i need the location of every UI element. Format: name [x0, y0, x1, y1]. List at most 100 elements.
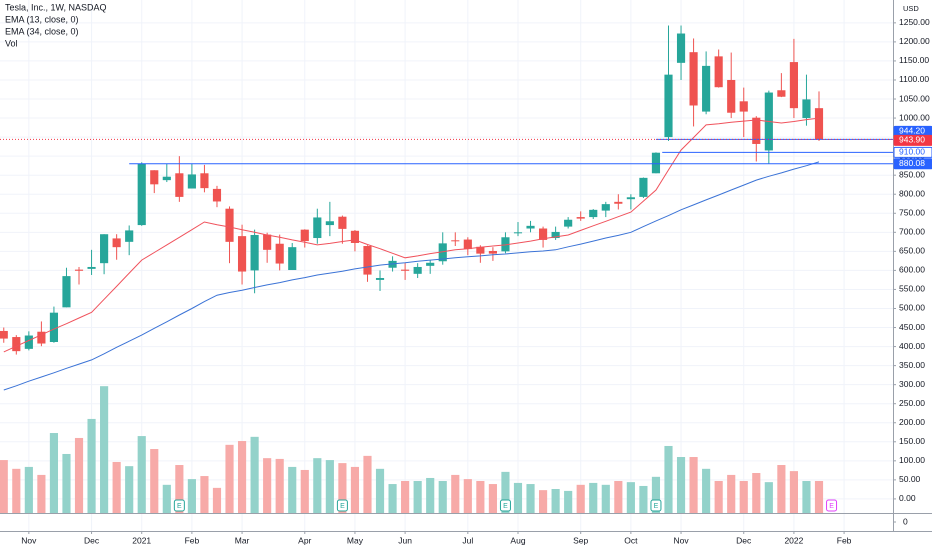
volume-bar [564, 490, 573, 513]
volume-bar [752, 473, 761, 513]
candle-body [664, 74, 673, 138]
volume-bar [325, 460, 334, 513]
candle-body [350, 230, 360, 243]
volume-bar [727, 474, 736, 513]
x-tick-label: Jul [462, 535, 473, 545]
volume-bar [363, 455, 372, 513]
y-tick-label: 1050.00 [899, 93, 930, 103]
candle-body [250, 234, 259, 271]
volume-bar [488, 484, 497, 513]
volume-bar [739, 481, 748, 513]
candle-body [802, 99, 811, 119]
candle-body [651, 152, 661, 174]
x-tick-label: Aug [510, 535, 525, 545]
y-tick-label: 0.00 [899, 493, 916, 503]
candle-body [325, 221, 334, 226]
y-tick-label: 450.00 [899, 322, 925, 332]
x-tick-label: Apr [298, 535, 311, 545]
earnings-label: E [177, 503, 182, 510]
candle-body [0, 330, 8, 339]
y-tick-label: 850.00 [899, 169, 925, 179]
candle-body [225, 208, 234, 242]
x-tick-label: Feb [837, 535, 852, 545]
volume-bar [162, 484, 171, 513]
candle-body [200, 173, 209, 189]
y-tick-label: 1000.00 [899, 112, 930, 122]
candle-body [313, 217, 322, 239]
legend-volume: Vol [5, 38, 18, 48]
candle-body [501, 237, 510, 252]
y-tick-label: 700.00 [899, 227, 925, 237]
y-tick-label: 150.00 [899, 436, 925, 446]
volume-bar [263, 458, 272, 513]
volume-bar [626, 482, 635, 513]
earnings-marker [650, 499, 662, 512]
x-tick-label: Oct [624, 535, 638, 545]
volume-bar [589, 482, 598, 513]
earnings-marker [173, 499, 185, 512]
y-tick-label: 300.00 [899, 379, 925, 389]
ema-line [3, 161, 820, 391]
x-tick-label: Sep [573, 535, 588, 545]
volume-bar [639, 485, 648, 513]
volume-bar [87, 418, 96, 513]
y-tick-label: 750.00 [899, 208, 925, 218]
x-tick-label: Feb [185, 535, 200, 545]
volume-bar [300, 469, 309, 513]
volume-bar [225, 444, 234, 513]
volume-bar [49, 433, 59, 513]
level-label-box [893, 134, 932, 146]
candle-body [639, 177, 648, 197]
earnings-marker [826, 499, 838, 512]
y-tick-label: 400.00 [899, 341, 925, 351]
level-label: 943.90 [899, 135, 925, 145]
candle-body [87, 266, 96, 269]
candle-body [112, 238, 121, 248]
legend-ema13: EMA (13, close, 0) [5, 14, 79, 24]
candle-body [614, 201, 623, 204]
x-tick-label: 2022 [784, 535, 803, 545]
candle-body [451, 240, 460, 242]
candle-body [125, 230, 134, 242]
legend-ema34: EMA (34, close, 0) [5, 26, 79, 36]
y-tick-label: 1200.00 [899, 36, 930, 46]
volume-bar [275, 458, 284, 513]
y-tick-label: 500.00 [899, 303, 925, 313]
volume-bar [37, 474, 46, 513]
candle-body [576, 217, 585, 219]
candle-body [488, 250, 497, 254]
candle-body [463, 239, 472, 250]
candle-body [739, 101, 748, 112]
candle-body [777, 90, 786, 97]
candle-body [150, 170, 159, 185]
volume-bar [100, 386, 109, 513]
candle-body [162, 176, 171, 181]
volume-bar [689, 457, 698, 513]
level-label: 944.20 [899, 126, 925, 136]
candle-body [538, 228, 548, 240]
volume-bar [614, 481, 623, 513]
y-tick-label: 250.00 [899, 398, 925, 408]
volume-bar [175, 465, 184, 513]
volume-bar [513, 482, 523, 513]
volume-bar [187, 479, 196, 513]
volume-bar [24, 466, 33, 513]
y-tick-label: 800.00 [899, 188, 925, 198]
volume-bar [112, 461, 121, 513]
volume-bar [651, 476, 661, 513]
volume-bar [12, 468, 21, 513]
volume-bar [777, 465, 786, 513]
volume-bar [664, 445, 673, 513]
earnings-label: E [654, 503, 659, 510]
candle-body [187, 174, 196, 189]
candle-body [438, 243, 447, 262]
volume-bar [426, 477, 435, 513]
candle-body [137, 163, 146, 226]
volume-bar [212, 487, 222, 513]
candle-body [237, 236, 247, 272]
x-tick-label: Dec [736, 535, 752, 545]
volume-bar [250, 436, 259, 513]
candle-body [37, 331, 46, 344]
volume-bar [125, 466, 134, 513]
candle-body [338, 216, 347, 229]
